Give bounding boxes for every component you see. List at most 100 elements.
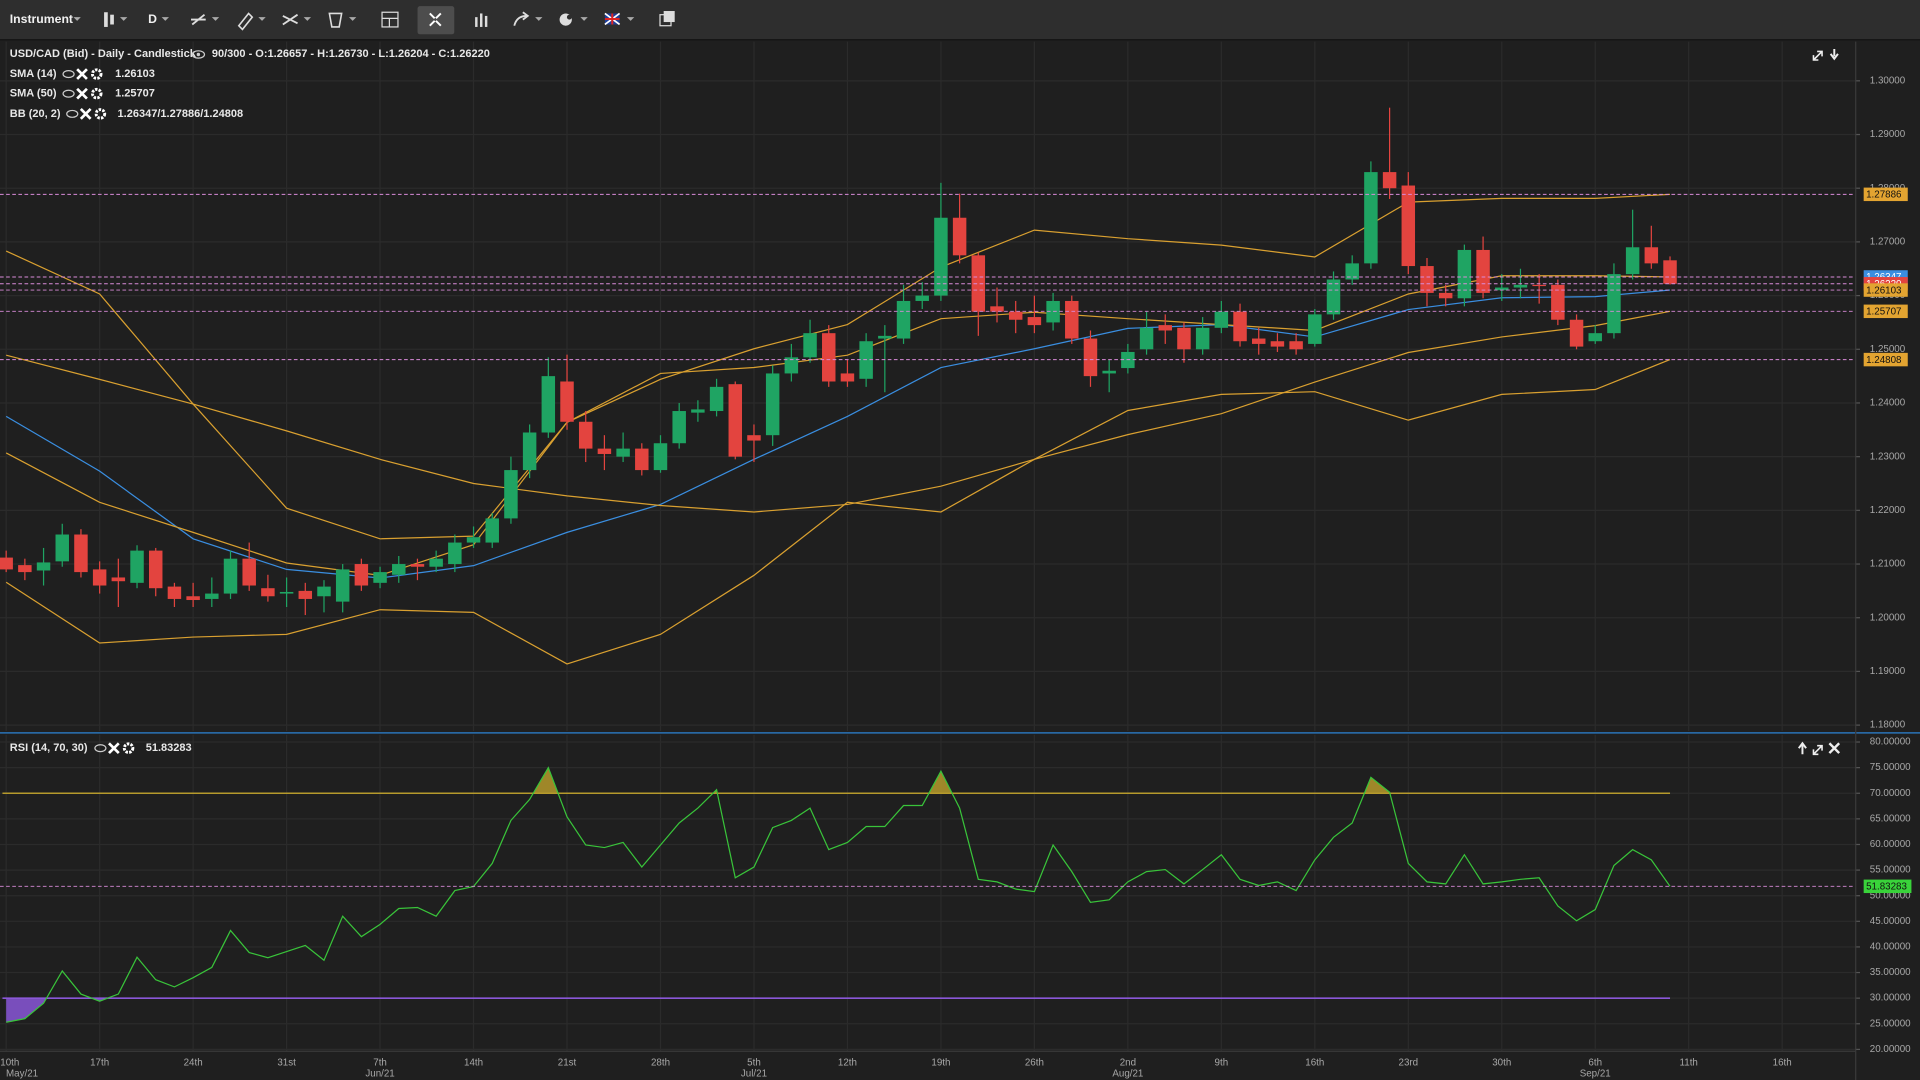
candle-body	[672, 411, 686, 444]
candle-body	[36, 562, 51, 571]
candle-body	[1102, 370, 1116, 374]
candle-body	[878, 335, 892, 339]
remove-icon[interactable]	[76, 68, 88, 80]
candle-body	[504, 470, 518, 519]
fib-tool-button[interactable]	[282, 13, 312, 26]
candle-body	[223, 558, 238, 594]
remove-icon[interactable]	[108, 742, 120, 755]
language-button[interactable]	[604, 12, 635, 26]
chart-type-button[interactable]	[104, 12, 128, 27]
candle-body	[74, 534, 88, 573]
legend-value: 1.25707	[115, 88, 155, 100]
toolbar	[0, 0, 1920, 40]
x-tick-label: 28th	[651, 1057, 670, 1068]
x-tick-label: 30th	[1492, 1057, 1511, 1068]
candle-body	[1644, 247, 1659, 264]
y-tick-label: 50.00000	[1870, 890, 1911, 901]
candle-body	[1195, 327, 1210, 350]
x-tick-label: 16th	[1773, 1057, 1792, 1068]
panel-controls[interactable]	[1812, 48, 1839, 61]
ohlc-status: 90/300 - O:1.26657 - H:1.26730 - L:1.262…	[212, 48, 490, 60]
candle-body	[1027, 317, 1042, 326]
candle-body	[822, 333, 836, 382]
instrument-button[interactable]: Instrument	[10, 12, 73, 26]
price-marker-label: 1.27886	[1866, 190, 1902, 201]
legend-label: SMA (14)	[10, 68, 57, 80]
candle-body	[1308, 314, 1322, 344]
indicators-button[interactable]	[475, 13, 488, 27]
x-tick-label: 5th	[747, 1057, 761, 1068]
fullscreen-icon	[429, 12, 442, 27]
y-tick-label: 75.00000	[1870, 762, 1911, 773]
candle-body	[1457, 249, 1472, 299]
theme-button[interactable]	[559, 13, 588, 26]
chart-title: USD/CAD (Bid) - Daily - Candlestick	[10, 48, 197, 60]
settings-icon[interactable]	[90, 87, 103, 100]
y-tick-label: 1.23000	[1870, 451, 1906, 462]
candle-body	[1569, 319, 1584, 347]
line-tool-button[interactable]	[191, 13, 220, 26]
rsi-title: RSI (14, 70, 30)	[10, 742, 88, 754]
x-tick-label: 12th	[838, 1057, 857, 1068]
visibility-icon[interactable]	[94, 744, 107, 753]
draw-tool-button[interactable]	[237, 12, 266, 31]
candle-body	[1382, 172, 1397, 189]
candle-body	[1495, 287, 1509, 291]
y-tick-label: 80.00000	[1870, 737, 1911, 748]
candle-body	[1364, 172, 1378, 264]
y-tick-label: 1.29000	[1870, 129, 1906, 140]
candle-body	[971, 255, 986, 312]
candle-body	[186, 596, 200, 601]
candle-body	[1401, 185, 1416, 267]
candle-body	[990, 306, 1004, 312]
candle-body	[1251, 338, 1266, 344]
x-tick-label: 2nd	[1120, 1057, 1136, 1068]
settings-icon[interactable]	[122, 742, 135, 754]
candle-body	[541, 376, 556, 433]
visibility-icon[interactable]	[62, 89, 75, 98]
candle-body	[1588, 333, 1602, 342]
y-tick-label: 1.22000	[1870, 505, 1906, 516]
fullscreen-button[interactable]	[417, 6, 455, 35]
remove-icon[interactable]	[76, 87, 88, 100]
candle-body	[392, 564, 406, 575]
candle-body	[1214, 311, 1229, 328]
layout-button[interactable]	[381, 11, 399, 28]
candle-body	[354, 564, 369, 586]
x-tick-label: 24th	[184, 1057, 203, 1068]
x-month-label: Sep/21	[1580, 1068, 1611, 1079]
candle-body	[1607, 274, 1621, 334]
legend-controls[interactable]	[62, 68, 103, 80]
remove-icon[interactable]	[79, 108, 92, 120]
settings-icon[interactable]	[90, 68, 103, 80]
rsi-panel-controls[interactable]	[1797, 741, 1841, 756]
y-tick-label: 1.20000	[1870, 612, 1906, 623]
visibility-icon[interactable]	[191, 50, 206, 59]
delete-button[interactable]	[328, 12, 357, 28]
candle-body	[429, 558, 443, 567]
legend-controls[interactable]	[94, 742, 135, 755]
rsi-line	[6, 766, 1671, 1023]
candle-body	[485, 518, 499, 543]
timeframe-button[interactable]: D	[148, 12, 157, 26]
price-marker-label: 1.24808	[1866, 355, 1902, 366]
legend-value: 1.26103	[115, 68, 155, 80]
visibility-icon[interactable]	[62, 70, 75, 79]
legend-controls[interactable]	[62, 87, 103, 100]
candle-body	[578, 421, 593, 449]
legend-label: BB (20, 2)	[10, 108, 61, 120]
settings-icon[interactable]	[94, 108, 107, 120]
candle-body	[597, 448, 612, 454]
legend-controls[interactable]	[66, 108, 107, 120]
rsi-panel: 80.00000 75.00000 70.00000 65.00000 60.00000…	[0, 734, 1912, 1055]
share-button[interactable]	[513, 11, 543, 26]
legend-value: 1.26347/1.27886/1.24808	[118, 108, 244, 120]
visibility-icon[interactable]	[66, 109, 79, 118]
candle-body	[522, 432, 537, 471]
candle-body	[934, 217, 948, 296]
candle-body	[560, 381, 574, 422]
popout-button[interactable]	[659, 11, 675, 27]
x-tick-label: 16th	[1305, 1057, 1324, 1068]
